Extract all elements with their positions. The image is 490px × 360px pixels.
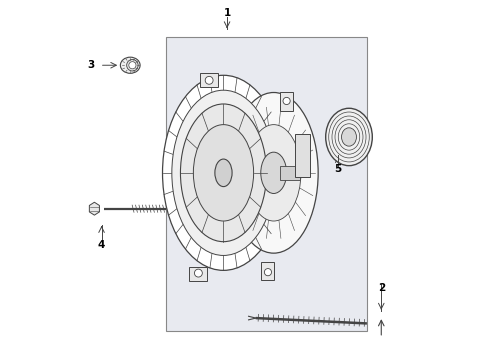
Circle shape — [195, 269, 202, 277]
Ellipse shape — [229, 93, 318, 253]
Text: 2: 2 — [378, 283, 385, 293]
Text: 4: 4 — [98, 239, 105, 249]
Circle shape — [265, 269, 271, 276]
Circle shape — [129, 62, 136, 69]
Ellipse shape — [172, 90, 275, 256]
Bar — [190, 267, 207, 281]
Ellipse shape — [215, 159, 232, 186]
Circle shape — [283, 97, 290, 104]
Ellipse shape — [126, 59, 138, 71]
Ellipse shape — [180, 104, 267, 242]
Text: 5: 5 — [335, 164, 342, 174]
Ellipse shape — [326, 108, 372, 166]
Ellipse shape — [342, 128, 356, 146]
Text: 3: 3 — [87, 60, 95, 70]
Ellipse shape — [194, 125, 254, 221]
Bar — [262, 262, 274, 280]
Bar — [280, 166, 300, 180]
Bar — [280, 93, 293, 111]
Ellipse shape — [163, 75, 285, 270]
Bar — [200, 73, 218, 87]
Bar — [295, 134, 310, 177]
Polygon shape — [89, 202, 99, 215]
Ellipse shape — [261, 152, 287, 193]
Bar — [166, 37, 367, 330]
Text: 1: 1 — [223, 8, 231, 18]
Ellipse shape — [121, 57, 140, 73]
Ellipse shape — [246, 125, 301, 221]
Circle shape — [205, 76, 213, 84]
